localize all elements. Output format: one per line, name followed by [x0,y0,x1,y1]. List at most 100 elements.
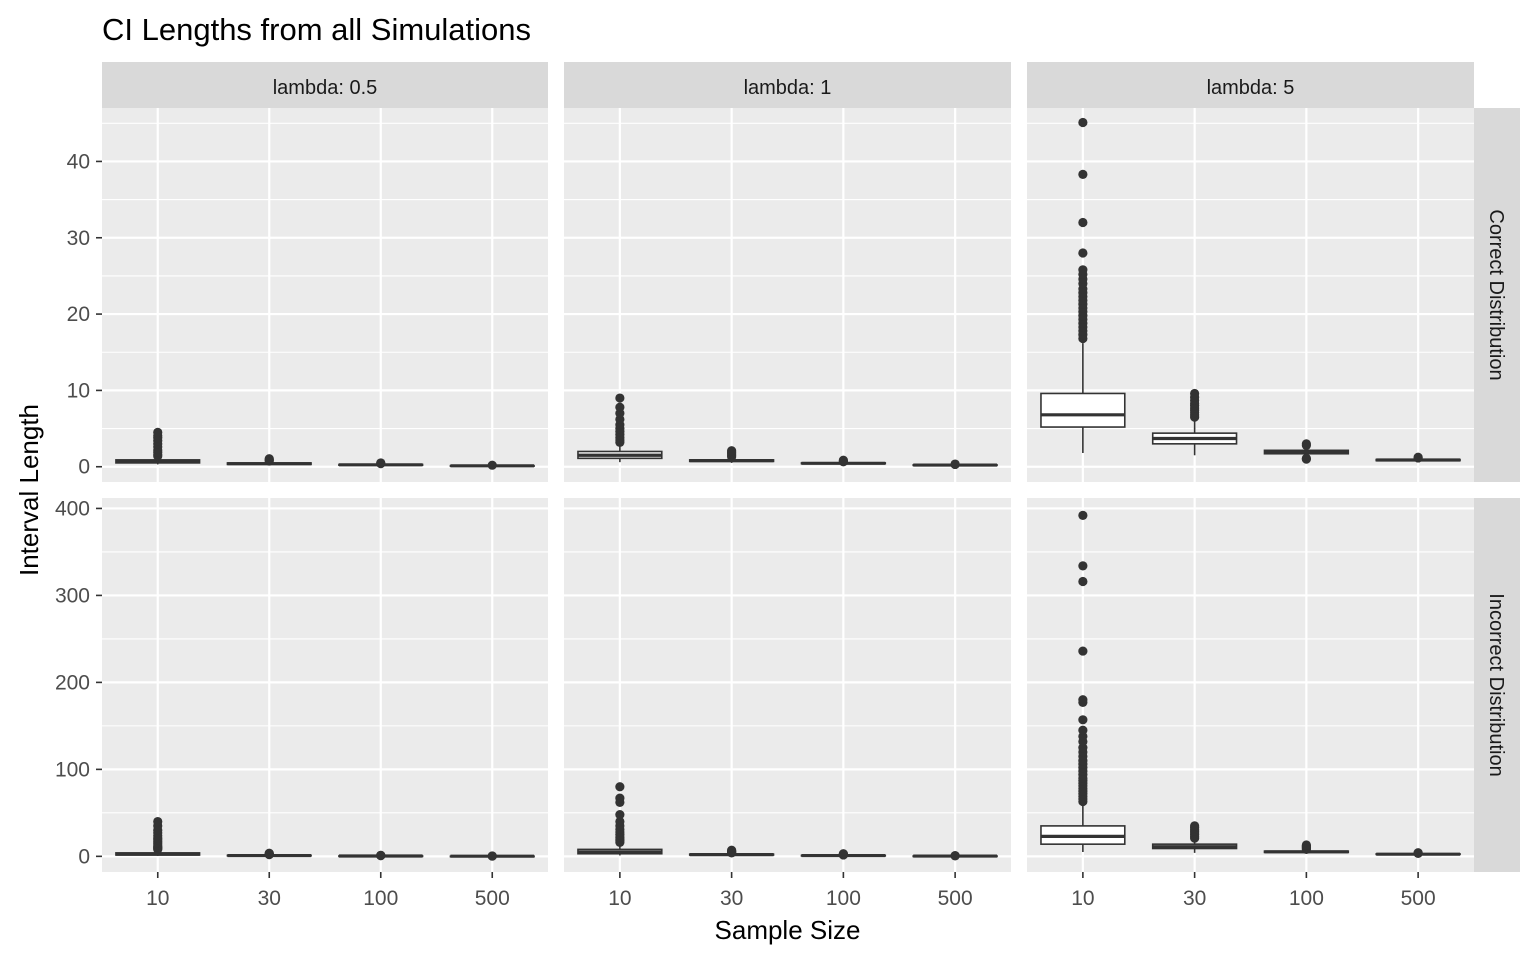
outlier-point [727,446,737,456]
outlier-point [1301,840,1311,850]
boxplot-30 [226,848,312,860]
y-tick-label: 100 [55,758,90,781]
boxplot-500 [449,851,535,861]
y-tick-label: 0 [78,845,90,868]
row-strip [1474,498,1520,872]
outlier-point [1078,576,1088,587]
panel-background [564,498,1011,872]
outlier-point [1078,248,1088,258]
outlier-point [153,816,163,827]
boxplot-10 [115,427,201,465]
facet-strip-label: lambda: 5 [1207,77,1295,99]
row-strip-label: Correct Distribution [1485,209,1507,380]
boxplot-100 [1263,439,1350,464]
x-axis-title: Sample Size [715,915,861,945]
boxplot-10 [577,782,663,856]
boxplot-500 [912,851,998,861]
outlier-point [615,782,625,792]
outlier-point [838,849,848,859]
facet-strip-label: lambda: 1 [744,77,832,99]
outlier-point [1301,453,1311,463]
chart-title: CI Lengths from all Simulations [102,12,531,47]
facet-strip [1027,62,1474,108]
outlier-point [615,393,625,403]
box [1040,392,1126,428]
boxplot-500 [449,460,535,470]
y-tick-label: 400 [55,497,90,520]
boxplot-500 [1375,848,1461,858]
boxplot-100 [338,850,424,861]
y-tick-label: 10 [67,379,90,402]
outlier-point [950,459,960,469]
outlier-point [615,809,625,820]
boxplot-10 [1040,510,1126,852]
y-axis-title: Interval Length [14,404,44,576]
outlier-point [615,793,625,803]
outlier-point [376,458,386,468]
outlier-point [264,848,274,858]
outlier-point [615,402,625,412]
panel-background [102,498,548,872]
x-tick-label: 30 [720,887,743,910]
outlier-point [1078,695,1088,705]
outlier-point [153,427,163,437]
facet-strip [102,62,548,108]
outlier-point [1078,265,1088,275]
y-tick-label: 300 [55,584,90,607]
boxplot-100 [800,849,887,860]
outlier-point [950,851,960,861]
panel-background [1027,498,1474,872]
outlier-point [1078,646,1088,656]
boxplot-10 [1040,117,1126,453]
boxplot-30 [688,845,775,858]
outlier-point [1078,169,1088,180]
outlier-point [1190,821,1200,831]
outlier-point [1078,217,1088,228]
outlier-point [727,845,737,855]
outlier-point [615,816,625,827]
outlier-point [1078,725,1088,735]
x-tick-label: 500 [475,887,510,910]
boxplot-500 [912,459,998,470]
outlier-point [1078,117,1088,128]
y-tick-label: 0 [78,456,90,479]
outlier-point [487,851,497,861]
facet-strip-label: lambda: 0.5 [273,77,378,99]
x-tick-label: 500 [1401,887,1436,910]
x-tick-label: 500 [938,887,973,910]
boxplot-30 [1151,388,1238,456]
boxplot-100 [800,455,887,467]
boxplot-10 [577,393,663,463]
outlier-point [487,460,497,470]
y-tick-label: 20 [67,303,90,326]
y-tick-label: 200 [55,671,90,694]
x-tick-label: 100 [1289,887,1324,910]
boxplot-30 [688,446,775,463]
outlier-point [1078,715,1088,725]
outlier-point [264,454,274,464]
outlier-point [1301,439,1311,449]
x-tick-label: 100 [363,887,398,910]
outlier-point [376,850,386,860]
x-tick-label: 10 [1071,887,1094,910]
x-tick-label: 10 [146,887,169,910]
x-tick-label: 30 [258,887,281,910]
boxplot-30 [226,454,312,466]
x-tick-label: 30 [1183,887,1206,910]
outlier-point [1413,452,1423,462]
outlier-point [1078,561,1088,571]
facet-strip [564,62,1011,108]
boxplot-100 [338,458,424,469]
x-tick-label: 10 [608,887,631,910]
panel-background [564,108,1011,482]
boxplot-100 [1263,840,1350,854]
outlier-point [1078,510,1088,520]
outlier-point [1413,848,1423,858]
y-tick-label: 30 [67,227,90,250]
boxplot-500 [1375,452,1461,463]
boxplot-30 [1151,821,1238,853]
outlier-point [1190,388,1200,399]
plot-area: lambda: 0.5 lambda: 1 lambda: 5 0 10 20 30 40 Co… [55,62,1520,910]
row-strip-label: Incorrect Distribution [1485,593,1507,776]
